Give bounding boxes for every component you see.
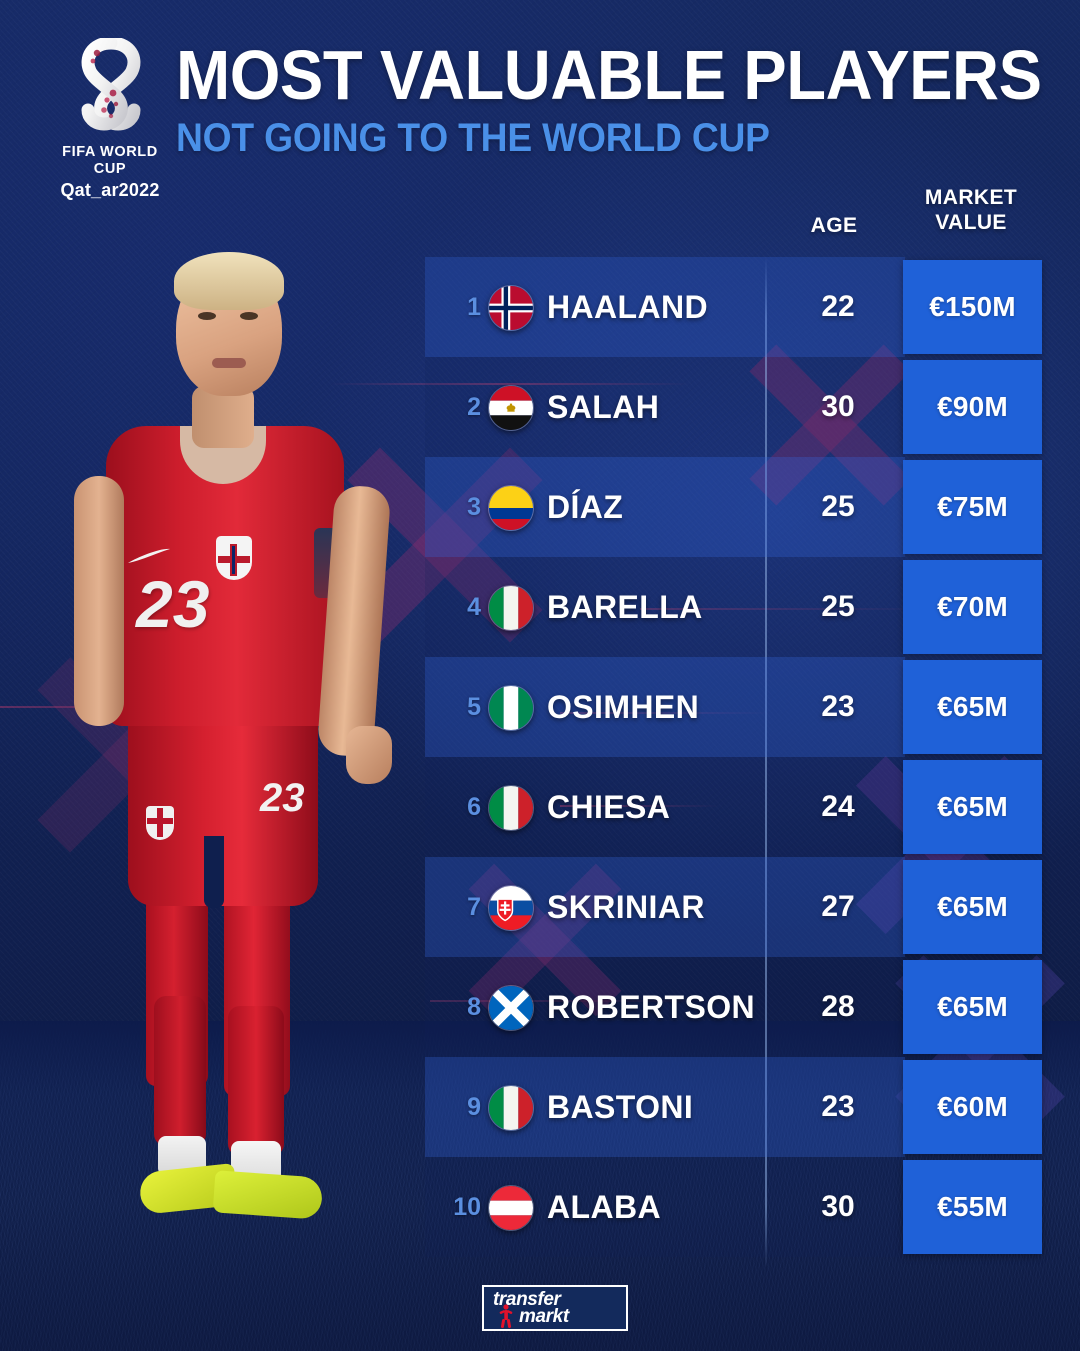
player-shirt-number: 23 [136,567,210,641]
table-row[interactable]: 10 ALABA 30 €55M [425,1157,1042,1257]
fifa-logo-caption-line2: Qat_ar2022 [60,180,160,201]
column-header-age: AGE [810,214,858,237]
title-block: MOST VALUABLE PLAYERS NOT GOING TO THE W… [176,36,1056,161]
player-rank: 1 [467,292,481,321]
qatar-2022-loop-icon [74,38,148,142]
player-market-value: €65M [903,860,1042,954]
player-arm-left [74,476,124,726]
player-hair [174,252,284,310]
flag-slovakia-icon [488,885,534,931]
player-hand-right [346,726,392,784]
player-age: 30 [821,390,855,423]
transfermarkt-logo[interactable]: transfer markt [482,1285,628,1331]
fifa-world-cup-logo: FIFA WORLD CUP Qat_ar2022 [44,38,176,200]
player-market-value: €65M [903,760,1042,854]
table-row[interactable]: 9 BASTONI 23 €60M [425,1057,1042,1157]
column-divider [765,257,767,1267]
player-name: BARELLA [547,588,703,625]
flag-colombia-icon [488,485,534,531]
player-market-value: €70M [903,560,1042,654]
erling-haaland-photo: 23 23 [28,236,428,1256]
nike-swoosh-icon [126,548,172,566]
player-sock-right [228,1006,284,1156]
player-age: 22 [821,290,855,323]
player-name: ALABA [547,1188,661,1225]
player-rank: 3 [467,492,481,521]
flag-italy-icon [488,585,534,631]
player-rank: 4 [467,592,481,621]
fifa-logo-caption-line1: FIFA WORLD CUP [62,144,158,178]
player-sock-left [154,996,206,1146]
player-name: ROBERTSON [547,988,756,1025]
page-subtitle: NOT GOING TO THE WORLD CUP [176,116,770,161]
flag-italy-icon [488,785,534,831]
player-rank: 7 [467,892,481,921]
norway-crest-badge [216,536,252,580]
player-age: 27 [821,890,855,923]
player-rank: 8 [467,992,481,1021]
player-eye-right [240,312,258,320]
player-market-value: €90M [903,360,1042,454]
player-shorts-gap [204,836,224,908]
player-name: OSIMHEN [547,688,700,725]
market-value-label-line1: MARKET [924,186,1018,209]
player-name: DÍAZ [547,488,624,525]
column-header-market-value: MARKET VALUE [900,186,1042,236]
header: FIFA WORLD CUP Qat_ar2022 MOST VALUABLE … [0,0,1080,200]
player-market-value: €65M [903,960,1042,1054]
player-boot-right [212,1170,324,1220]
player-age: 28 [821,990,855,1023]
player-market-value: €65M [903,660,1042,754]
flag-norway-icon [488,285,534,331]
flag-scotland-icon [488,985,534,1031]
player-rank: 6 [467,792,481,821]
market-value-label-line2: VALUE [935,210,1007,234]
player-age: 25 [821,590,855,623]
player-market-value: €60M [903,1060,1042,1154]
player-rank: 10 [453,1192,481,1221]
shorts-crest-cross-h [147,818,173,824]
transfermarkt-logo-line1: transfer [493,1288,561,1310]
player-name: HAALAND [547,288,709,325]
table-row[interactable]: 7 SKRINIAR 27 €65M [425,857,1042,957]
table-row[interactable]: 3 DÍAZ 25 €75M [425,457,1042,557]
player-market-value: €75M [903,460,1042,554]
shorts-number: 23 [260,776,305,820]
player-age: 30 [821,1190,855,1223]
player-age: 25 [821,490,855,523]
flag-egypt-icon [488,385,534,431]
player-market-value: €150M [903,260,1042,354]
player-name: CHIESA [547,788,671,825]
flag-italy-icon [488,1085,534,1131]
player-rank: 5 [467,692,481,721]
table-row[interactable]: 8 ROBERTSON 28 €65M [425,957,1042,1057]
player-neck [192,386,254,448]
player-mouth [212,358,246,368]
table-row[interactable]: 6 CHIESA 24 €65M [425,757,1042,857]
table-row[interactable]: 4 BARELLA 25 €70M [425,557,1042,657]
transfermarkt-player-figure-icon [498,1304,514,1330]
player-name: SALAH [547,388,660,425]
player-rank: 9 [467,1092,481,1121]
player-age: 24 [821,790,855,823]
page-title: MOST VALUABLE PLAYERS [176,36,1042,114]
fifa-logo-caption: FIFA WORLD CUP Qat_ar2022 [44,144,176,201]
player-name: BASTONI [547,1088,694,1125]
table-row[interactable]: 2 SALAH 30 €90M [425,357,1042,457]
player-name: SKRINIAR [547,888,705,925]
players-table: 1 HAALAND 22 €150M 2 SALAH 30 €90M 3 DÍA… [425,257,1042,1267]
player-age: 23 [821,690,855,723]
player-rank: 2 [467,392,481,421]
player-eye-left [198,312,216,320]
table-row[interactable]: 5 OSIMHEN 23 €65M [425,657,1042,757]
player-market-value: €55M [903,1160,1042,1254]
table-row[interactable]: 1 HAALAND 22 €150M [425,257,1042,357]
transfermarkt-logo-line2: markt [519,1306,569,1327]
player-age: 23 [821,1090,855,1123]
flag-nigeria-icon [488,685,534,731]
flag-austria-icon [488,1185,534,1231]
